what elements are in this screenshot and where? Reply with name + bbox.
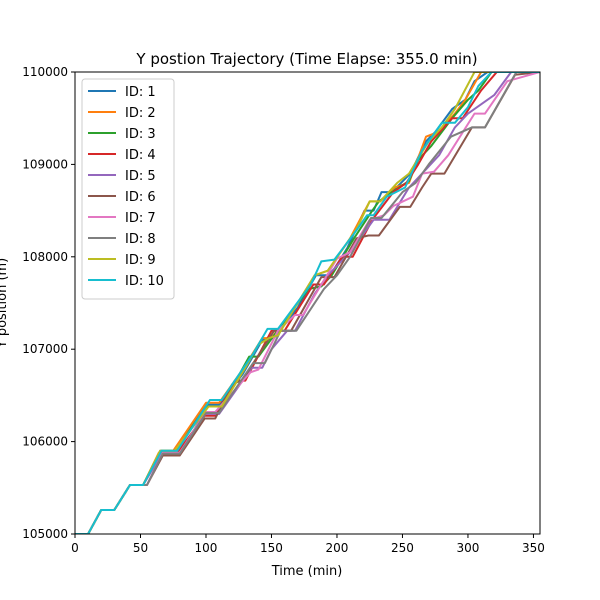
x-tick-label: 300: [457, 541, 480, 555]
x-tick-label: 100: [195, 541, 218, 555]
legend-label: ID: 10: [125, 274, 164, 289]
y-tick-label: 107000: [22, 342, 68, 356]
y-tick-label: 105000: [22, 527, 68, 541]
y-axis: 105000 106000 107000 108000 109000 110000: [22, 65, 75, 541]
y-tick-label: 108000: [22, 250, 68, 264]
legend-label: ID: 3: [125, 127, 156, 142]
x-tick-label: 50: [133, 541, 148, 555]
legend-label: ID: 7: [125, 211, 156, 226]
y-tick-label: 106000: [22, 435, 68, 449]
plot-frame: [74, 71, 541, 535]
legend-label: ID: 8: [125, 232, 156, 247]
legend-label: ID: 1: [125, 85, 156, 100]
legend-label: ID: 9: [125, 253, 156, 268]
x-axis-label: Time (min): [271, 564, 343, 579]
y-tick-label: 109000: [22, 157, 68, 171]
x-tick-label: 350: [522, 541, 545, 555]
legend-label: ID: 2: [125, 106, 156, 121]
x-tick-label: 200: [326, 541, 349, 555]
x-tick-label: 150: [260, 541, 283, 555]
x-tick-label: 250: [391, 541, 414, 555]
series-lines: [75, 72, 540, 534]
legend-label: ID: 6: [125, 190, 156, 205]
chart-title: Y postion Trajectory (Time Elapse: 355.0…: [135, 50, 477, 68]
legend: ID: 1 ID: 2 ID: 3 ID: 4 ID: 5 ID: 6 ID: 7 ID: 8…: [81, 78, 175, 300]
y-axis-label: Y position (m): [0, 258, 10, 350]
x-axis: 0 50 100 150 200 250 300 350: [71, 534, 545, 555]
x-tick-label: 0: [71, 541, 79, 555]
legend-label: ID: 5: [125, 169, 156, 184]
legend-label: ID: 4: [125, 148, 156, 163]
y-tick-label: 110000: [22, 65, 68, 79]
series-line-10: [75, 72, 540, 534]
